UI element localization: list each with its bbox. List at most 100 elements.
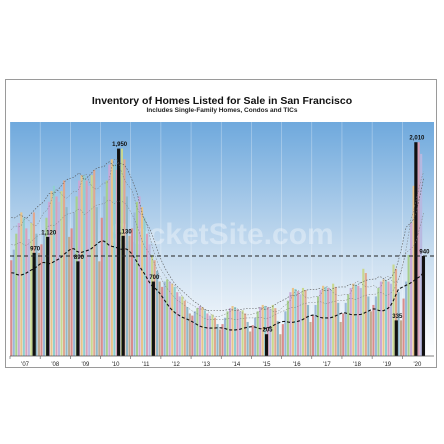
bar — [412, 185, 415, 356]
bar — [254, 317, 257, 356]
bar — [397, 292, 400, 356]
bar — [377, 287, 380, 356]
bar — [17, 223, 20, 356]
bar — [193, 311, 196, 356]
bar — [55, 196, 58, 356]
bar — [105, 180, 108, 356]
bar — [244, 313, 247, 356]
data-label: 335 — [392, 314, 403, 320]
highlight-bar — [121, 235, 125, 356]
bar — [113, 164, 116, 356]
bar — [216, 324, 219, 356]
x-tick-label: '15 — [263, 362, 271, 368]
bar — [166, 279, 169, 356]
bar — [306, 304, 310, 356]
bar — [344, 302, 347, 356]
bar — [352, 283, 355, 356]
data-label: 970 — [30, 246, 41, 252]
bar — [251, 325, 254, 356]
x-tick-label: '11 — [142, 362, 150, 368]
bar — [405, 281, 408, 356]
bar — [85, 180, 88, 356]
bar — [221, 324, 224, 356]
bar — [40, 244, 43, 356]
trend-lower — [11, 199, 424, 320]
bar — [256, 311, 259, 356]
bar — [173, 286, 176, 356]
bar — [171, 283, 174, 356]
bar — [42, 233, 46, 356]
x-tick-label: '13 — [202, 362, 210, 368]
bar — [379, 281, 382, 356]
bar — [334, 286, 337, 356]
bar — [156, 270, 159, 356]
bar — [299, 294, 302, 356]
x-tick-label: '17 — [323, 362, 331, 368]
bar — [143, 217, 146, 356]
bar — [231, 306, 234, 356]
bar — [183, 300, 186, 356]
bar — [322, 285, 325, 356]
bar — [354, 284, 357, 356]
bar — [20, 212, 23, 356]
bar — [329, 290, 332, 356]
bar — [181, 296, 184, 356]
bar — [196, 308, 199, 356]
highlight-bar — [264, 334, 269, 356]
bar — [128, 235, 131, 356]
bar — [103, 196, 106, 356]
bar — [364, 273, 367, 356]
bar — [27, 239, 30, 356]
bar — [110, 159, 113, 356]
bar — [108, 164, 111, 356]
bar — [339, 321, 342, 356]
bar — [374, 296, 377, 356]
bar — [73, 212, 76, 356]
bar — [266, 307, 269, 356]
bar — [261, 304, 264, 356]
bar — [80, 175, 83, 356]
trend-baseline — [11, 240, 425, 331]
bar — [90, 175, 93, 356]
bar — [407, 254, 410, 356]
bar — [392, 264, 395, 356]
bar — [203, 310, 206, 356]
bar — [289, 292, 292, 356]
bar — [98, 261, 101, 356]
bar — [148, 244, 151, 356]
bar — [309, 321, 312, 356]
bar — [15, 233, 18, 356]
bar — [394, 268, 398, 356]
bar — [68, 236, 71, 356]
bar — [25, 228, 28, 356]
bar — [52, 185, 56, 356]
bar — [57, 201, 61, 356]
bar — [211, 314, 214, 356]
bar — [327, 287, 330, 356]
bar — [191, 315, 194, 356]
highlight-bar — [46, 236, 50, 356]
bar — [301, 287, 305, 356]
x-tick-label: '09 — [82, 362, 90, 368]
bar — [176, 292, 179, 356]
bar — [271, 304, 274, 356]
bar — [198, 306, 201, 356]
bar — [146, 233, 149, 356]
bar — [135, 201, 139, 356]
bar — [115, 169, 118, 356]
bar — [236, 309, 239, 356]
bar — [35, 233, 38, 356]
bar — [294, 288, 297, 356]
bar — [296, 291, 300, 356]
bar — [417, 142, 420, 356]
bar — [347, 294, 350, 356]
bar — [161, 286, 164, 356]
x-tick-label: '10 — [112, 362, 120, 368]
data-label: 890 — [74, 255, 85, 261]
bar — [362, 268, 365, 356]
bar — [357, 285, 360, 356]
bar — [188, 313, 191, 356]
bar — [223, 317, 227, 356]
bar — [384, 280, 388, 356]
bar — [125, 196, 128, 356]
